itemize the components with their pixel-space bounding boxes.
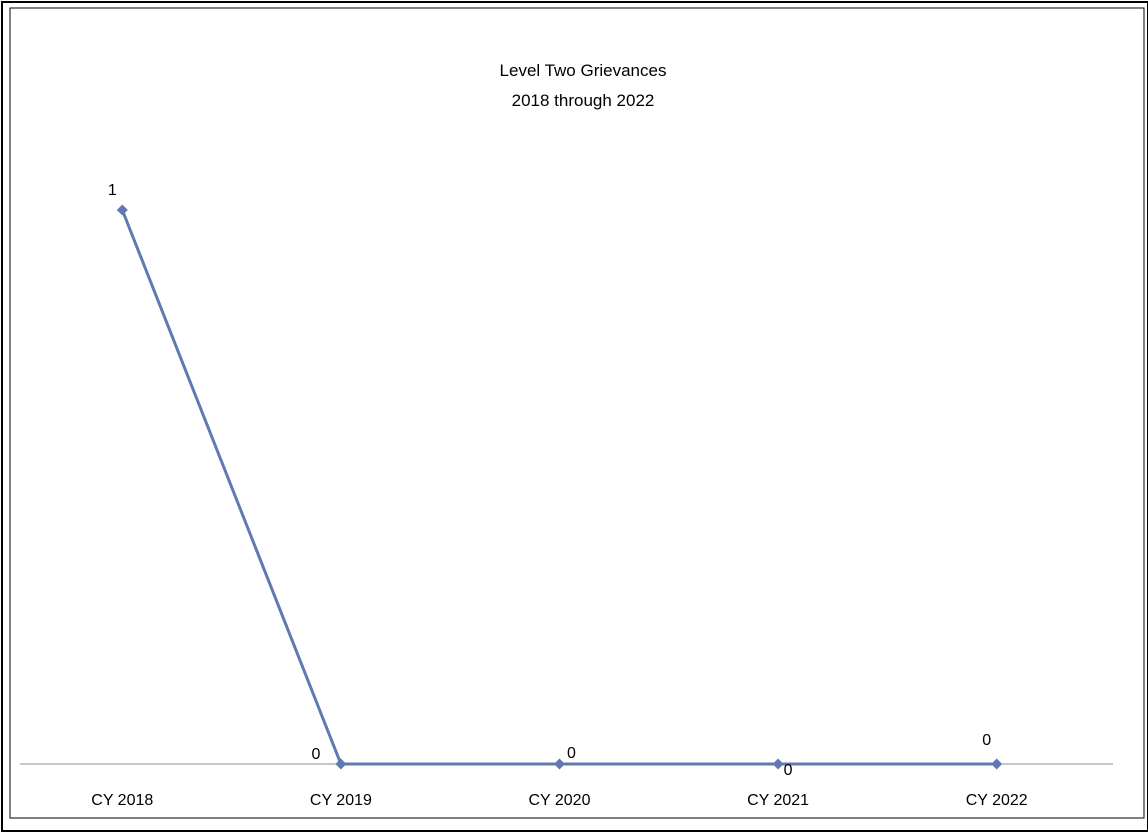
data-point-marker <box>991 758 1003 770</box>
data-point-marker <box>335 758 347 770</box>
data-point-marker <box>116 204 128 216</box>
data-label-layer: 1 0 0 0 0 <box>108 182 991 779</box>
chart-title-line-1: Level Two Grievances <box>500 61 667 80</box>
x-tick-label: CY 2018 <box>91 792 153 809</box>
data-point-marker <box>554 758 565 770</box>
data-label: 1 <box>108 182 117 199</box>
series-line <box>120 209 997 766</box>
x-tick-label: CY 2020 <box>529 792 591 809</box>
series-layer <box>120 209 997 766</box>
chart-area-border <box>9 7 1145 819</box>
x-tick-label: CY 2021 <box>747 792 809 809</box>
data-label: 0 <box>784 762 793 779</box>
marker-layer <box>116 204 1003 770</box>
tick-label-layer: CY 2018 CY 2019 CY 2020 CY 2021 CY 2022 <box>91 792 1027 809</box>
x-tick-label: CY 2022 <box>966 792 1028 809</box>
data-label: 0 <box>567 745 576 762</box>
chart-title-line-2: 2018 through 2022 <box>512 91 655 110</box>
data-label: 0 <box>982 732 991 749</box>
data-label: 0 <box>311 746 320 763</box>
data-point-marker <box>772 758 784 770</box>
x-tick-label: CY 2019 <box>310 792 372 809</box>
